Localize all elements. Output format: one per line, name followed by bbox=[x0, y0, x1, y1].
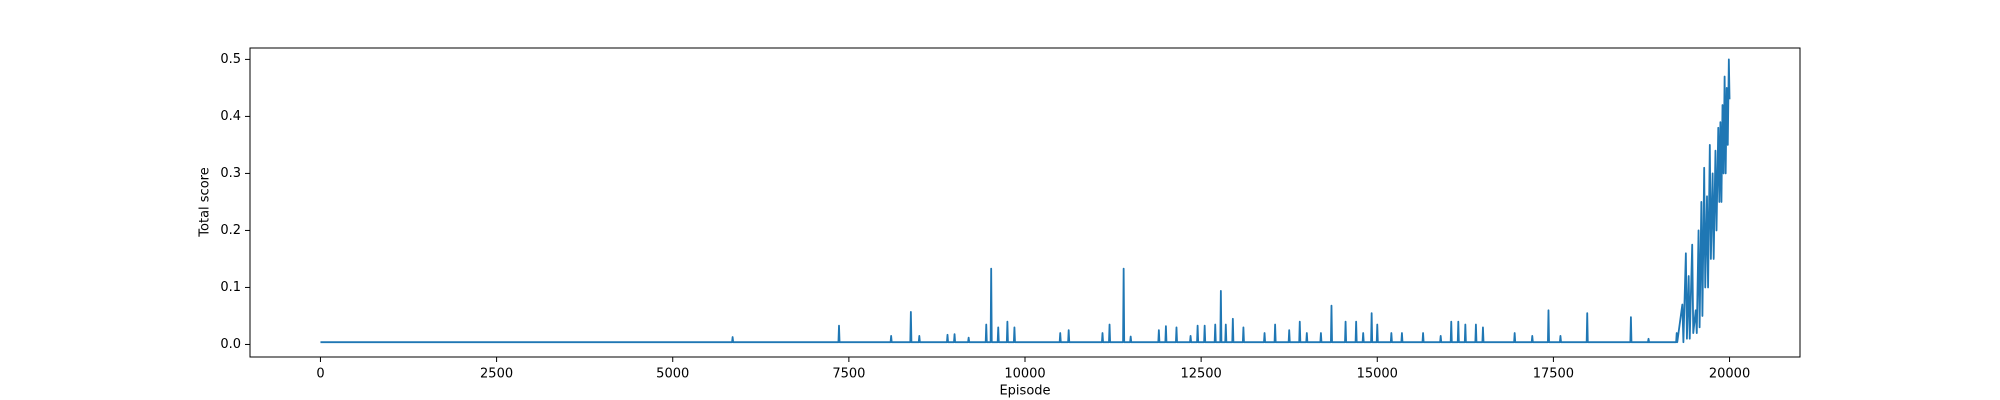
y-tick-label: 0.3 bbox=[220, 166, 241, 181]
x-tick-label: 10000 bbox=[1004, 367, 1045, 382]
y-axis-label: Total score bbox=[198, 167, 213, 237]
x-tick-label: 5000 bbox=[656, 367, 689, 382]
data-line bbox=[320, 58, 1731, 344]
y-tick-label: 0.4 bbox=[220, 109, 241, 124]
y-tick-label: 0.1 bbox=[220, 280, 241, 295]
x-tick-label: 12500 bbox=[1180, 367, 1221, 382]
x-tick-label: 17500 bbox=[1533, 367, 1574, 382]
plot-frame bbox=[249, 47, 1801, 358]
y-tick-label: 0.5 bbox=[220, 52, 241, 67]
x-tick-label: 2500 bbox=[480, 367, 513, 382]
x-tick-label: 15000 bbox=[1357, 367, 1398, 382]
x-axis-label: Episode bbox=[999, 384, 1050, 399]
x-tick-label: 7500 bbox=[832, 367, 865, 382]
x-tick-label: 20000 bbox=[1709, 367, 1750, 382]
x-tick-label: 0 bbox=[316, 367, 324, 382]
y-tick-label: 0.2 bbox=[220, 223, 241, 238]
y-tick-label: 0.0 bbox=[220, 337, 241, 352]
